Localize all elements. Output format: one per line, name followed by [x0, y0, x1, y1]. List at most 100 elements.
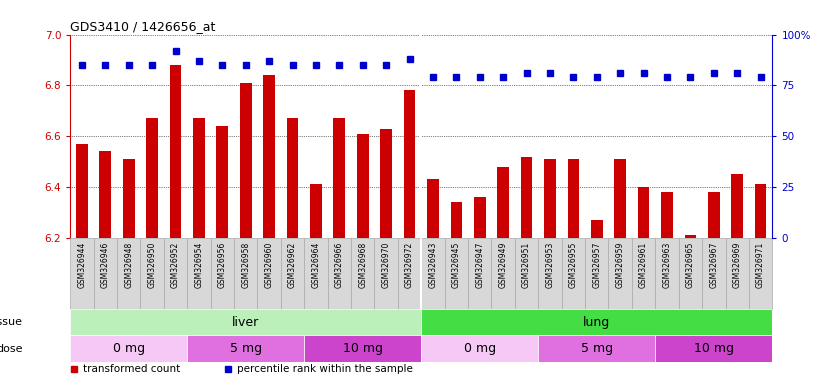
- Text: 0 mg: 0 mg: [112, 342, 145, 355]
- Bar: [123, 159, 135, 238]
- Bar: [491, 238, 515, 309]
- Text: 5 mg: 5 mg: [581, 342, 613, 355]
- Text: GSM326961: GSM326961: [639, 242, 648, 288]
- Bar: [685, 235, 696, 238]
- Text: 10 mg: 10 mg: [694, 342, 733, 355]
- Text: GSM326954: GSM326954: [194, 242, 203, 288]
- Text: GSM326958: GSM326958: [241, 242, 250, 288]
- Bar: [539, 336, 655, 362]
- Bar: [258, 238, 281, 309]
- Bar: [638, 187, 649, 238]
- Bar: [520, 157, 533, 238]
- Text: GSM326950: GSM326950: [148, 242, 157, 288]
- Bar: [99, 151, 112, 238]
- Polygon shape: [31, 313, 56, 331]
- Bar: [374, 238, 398, 309]
- Bar: [188, 238, 211, 309]
- Bar: [216, 126, 228, 238]
- Bar: [193, 118, 205, 238]
- Text: GSM326972: GSM326972: [405, 242, 414, 288]
- Bar: [421, 336, 539, 362]
- Bar: [562, 238, 585, 309]
- Bar: [655, 238, 679, 309]
- Text: GSM326969: GSM326969: [733, 242, 742, 288]
- Text: tissue: tissue: [0, 317, 22, 327]
- Bar: [240, 83, 252, 238]
- Bar: [544, 159, 556, 238]
- Text: GSM326960: GSM326960: [264, 242, 273, 288]
- Text: GSM326971: GSM326971: [756, 242, 765, 288]
- Bar: [609, 238, 632, 309]
- Text: lung: lung: [583, 316, 610, 329]
- Bar: [234, 238, 258, 309]
- Text: GSM326957: GSM326957: [592, 242, 601, 288]
- Bar: [515, 238, 539, 309]
- Text: GSM326966: GSM326966: [335, 242, 344, 288]
- Bar: [211, 238, 234, 309]
- Text: GSM326964: GSM326964: [311, 242, 320, 288]
- Text: GSM326951: GSM326951: [522, 242, 531, 288]
- Text: GSM326943: GSM326943: [429, 242, 438, 288]
- Bar: [615, 159, 626, 238]
- Text: transformed count: transformed count: [83, 364, 180, 374]
- Text: GSM326947: GSM326947: [475, 242, 484, 288]
- Text: 0 mg: 0 mg: [463, 342, 496, 355]
- Bar: [749, 238, 772, 309]
- Text: GSM326953: GSM326953: [545, 242, 554, 288]
- Bar: [755, 184, 767, 238]
- Bar: [585, 238, 609, 309]
- Bar: [421, 238, 444, 309]
- Bar: [310, 184, 322, 238]
- Bar: [334, 118, 345, 238]
- Bar: [421, 309, 772, 336]
- Bar: [70, 238, 93, 309]
- Bar: [497, 167, 509, 238]
- Text: 10 mg: 10 mg: [343, 342, 382, 355]
- Text: GSM326945: GSM326945: [452, 242, 461, 288]
- Bar: [351, 238, 374, 309]
- Bar: [188, 336, 304, 362]
- Bar: [450, 202, 463, 238]
- Bar: [539, 238, 562, 309]
- Bar: [468, 238, 491, 309]
- Text: GSM326967: GSM326967: [710, 242, 719, 288]
- Text: GSM326968: GSM326968: [358, 242, 368, 288]
- Bar: [169, 65, 182, 238]
- Text: GSM326963: GSM326963: [662, 242, 672, 288]
- Bar: [567, 159, 579, 238]
- Text: GDS3410 / 1426656_at: GDS3410 / 1426656_at: [70, 20, 216, 33]
- Text: GSM326948: GSM326948: [124, 242, 133, 288]
- Text: GSM326946: GSM326946: [101, 242, 110, 288]
- Bar: [304, 336, 421, 362]
- Bar: [661, 192, 673, 238]
- Bar: [380, 129, 392, 238]
- Bar: [93, 238, 117, 309]
- Bar: [655, 336, 772, 362]
- Text: GSM326956: GSM326956: [218, 242, 227, 288]
- Bar: [146, 118, 158, 238]
- Bar: [398, 238, 421, 309]
- Bar: [76, 144, 88, 238]
- Bar: [328, 238, 351, 309]
- Bar: [70, 309, 421, 336]
- Bar: [140, 238, 164, 309]
- Text: GSM326970: GSM326970: [382, 242, 391, 288]
- Bar: [708, 192, 719, 238]
- Bar: [117, 238, 140, 309]
- Bar: [632, 238, 655, 309]
- Bar: [404, 91, 415, 238]
- Bar: [357, 134, 368, 238]
- Bar: [427, 179, 439, 238]
- Polygon shape: [31, 339, 56, 358]
- Bar: [304, 238, 328, 309]
- Text: 5 mg: 5 mg: [230, 342, 262, 355]
- Text: GSM326965: GSM326965: [686, 242, 695, 288]
- Bar: [702, 238, 725, 309]
- Bar: [281, 238, 304, 309]
- Bar: [725, 238, 749, 309]
- Bar: [731, 174, 743, 238]
- Text: GSM326962: GSM326962: [288, 242, 297, 288]
- Text: GSM326944: GSM326944: [78, 242, 87, 288]
- Text: liver: liver: [232, 316, 259, 329]
- Text: GSM326952: GSM326952: [171, 242, 180, 288]
